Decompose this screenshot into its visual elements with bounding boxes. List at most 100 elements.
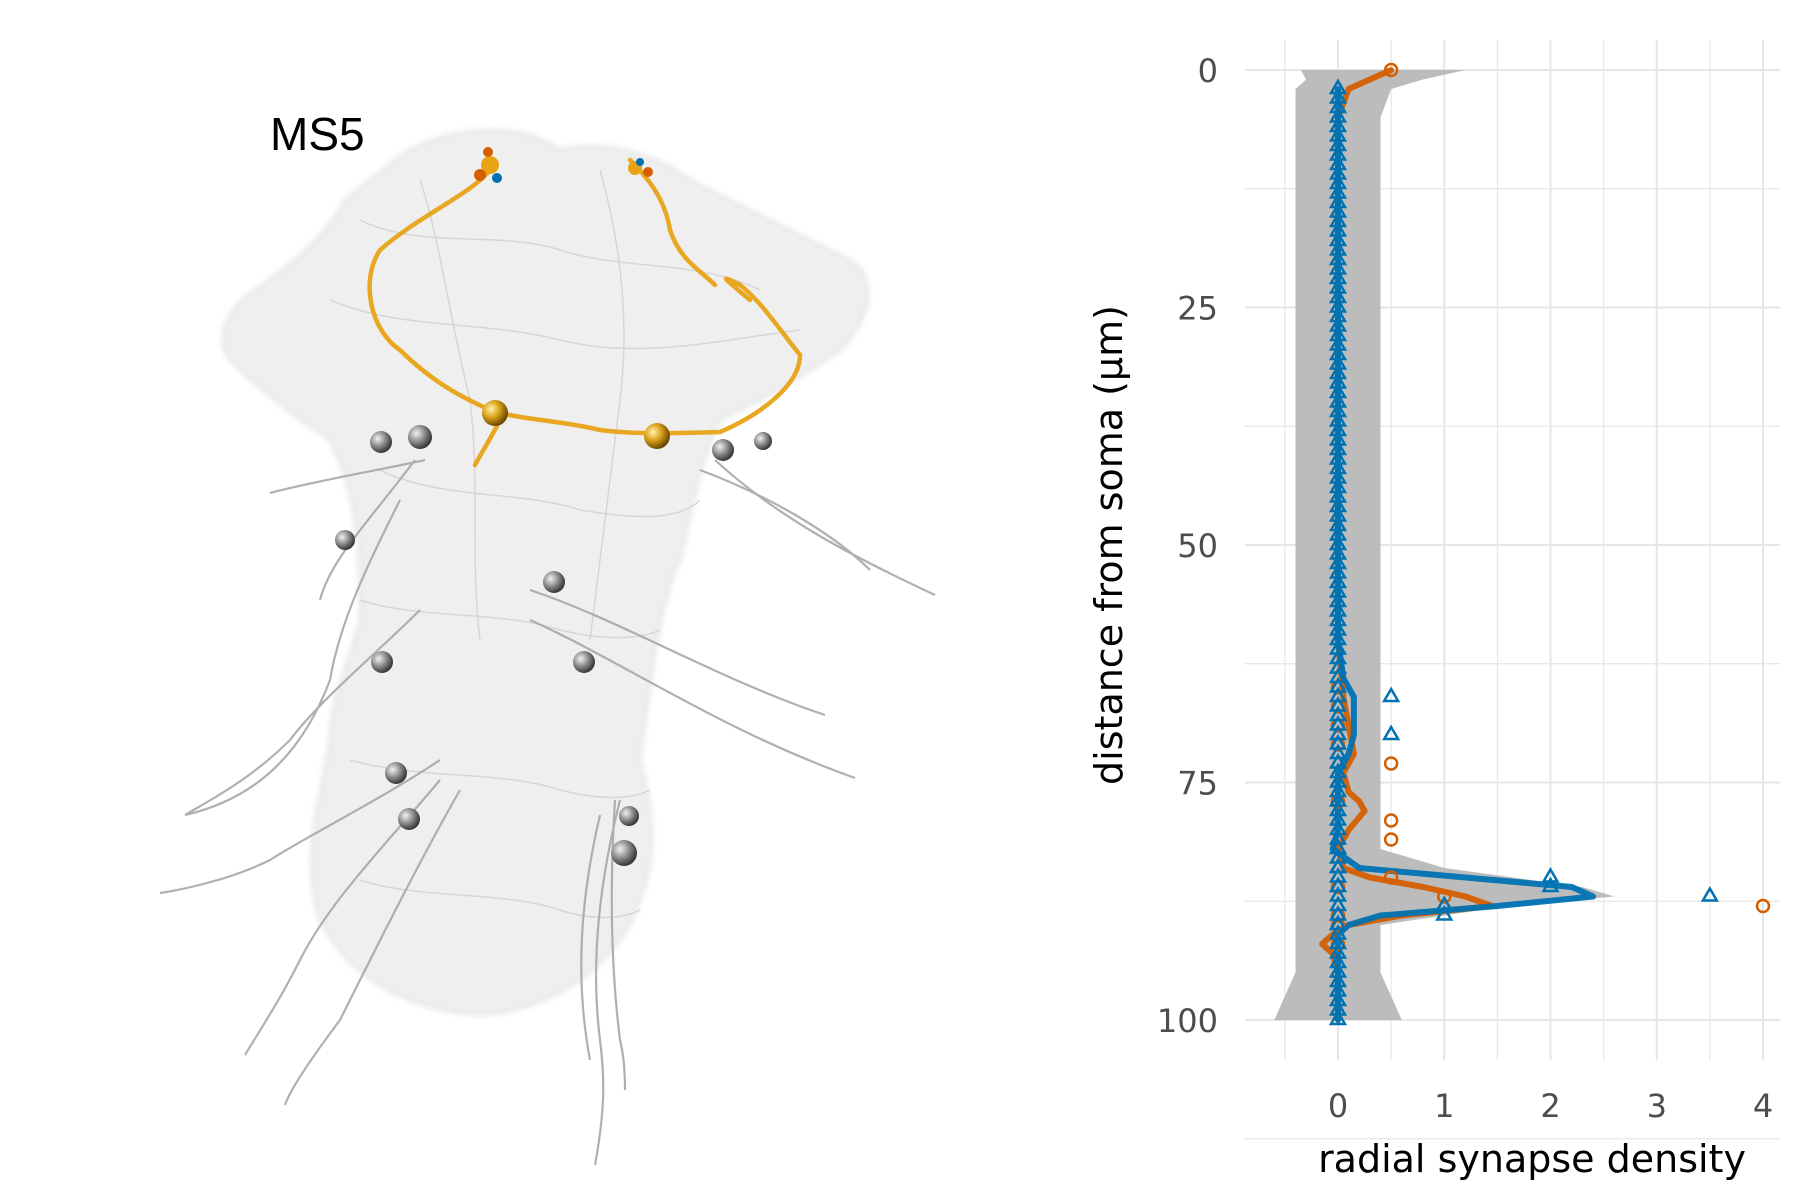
data-point-triangle bbox=[1381, 724, 1401, 741]
data-point-triangle bbox=[1328, 373, 1348, 389]
data-point-triangle bbox=[1328, 876, 1348, 893]
data-point-triangle bbox=[1328, 154, 1348, 171]
data-point-triangle bbox=[1328, 183, 1348, 199]
data-point-circle bbox=[1755, 898, 1771, 914]
data-point-triangle bbox=[1328, 990, 1348, 1007]
data-point-triangle bbox=[1328, 487, 1348, 503]
data-point-triangle bbox=[1328, 78, 1348, 95]
data-point-triangle bbox=[1328, 696, 1348, 712]
data-point-triangle bbox=[1328, 344, 1348, 361]
y-tick-label: 100 bbox=[1157, 1002, 1218, 1040]
data-point-triangle bbox=[1328, 962, 1348, 978]
data-point-triangle bbox=[1328, 107, 1348, 123]
data-point-triangle bbox=[1328, 515, 1348, 532]
neuron-tips bbox=[474, 147, 653, 183]
data-point-circle bbox=[1383, 756, 1399, 771]
data-point-triangle bbox=[1328, 221, 1348, 237]
data-point-triangle bbox=[1328, 116, 1348, 133]
data-point-triangle bbox=[1328, 525, 1348, 541]
data-point-circle bbox=[1383, 813, 1399, 828]
data-point-triangle bbox=[1541, 867, 1560, 883]
data-point-triangle bbox=[1328, 753, 1348, 769]
data-point-triangle bbox=[1328, 705, 1348, 722]
data-point-triangle bbox=[1328, 278, 1348, 294]
data-point-triangle bbox=[1328, 724, 1348, 741]
data-point-triangle bbox=[1328, 743, 1348, 760]
data-point-triangle bbox=[1328, 572, 1348, 589]
data-point-triangle bbox=[1328, 762, 1348, 779]
data-point-triangle bbox=[1328, 363, 1348, 380]
data-point-triangle bbox=[1328, 468, 1348, 484]
data-point-triangle bbox=[1328, 601, 1348, 617]
neuron-render: MS5 bbox=[159, 108, 936, 1166]
data-point-triangle bbox=[1328, 164, 1348, 180]
x-tick-label: 1 bbox=[1434, 1087, 1454, 1125]
data-point-triangle bbox=[1328, 715, 1348, 731]
x-axis-title: radial synapse density bbox=[1318, 1137, 1746, 1181]
data-point-circle bbox=[1437, 889, 1452, 904]
null-band-ribbon bbox=[1274, 70, 1615, 1020]
data-point-triangle bbox=[1328, 534, 1348, 551]
data-point-circle bbox=[1383, 62, 1399, 78]
data-point-triangle bbox=[1328, 553, 1348, 570]
data-point-triangle bbox=[1328, 316, 1348, 332]
data-point-triangle bbox=[1328, 582, 1348, 598]
data-point-triangle bbox=[1328, 325, 1348, 342]
data-point-triangle bbox=[1328, 268, 1348, 285]
data-point-triangle bbox=[1328, 829, 1348, 845]
data-point-triangle bbox=[1700, 886, 1719, 902]
data-point-triangle bbox=[1328, 477, 1348, 494]
data-point-triangle bbox=[1328, 88, 1348, 104]
data-point-triangle bbox=[1328, 677, 1348, 693]
data-point-triangle bbox=[1328, 686, 1348, 703]
data-point-triangle bbox=[1328, 458, 1348, 475]
data-point-triangle bbox=[1328, 145, 1348, 161]
data-point-triangle bbox=[1328, 259, 1348, 275]
data-point-triangle bbox=[1328, 1009, 1348, 1026]
data-point-triangle bbox=[1541, 876, 1560, 893]
soma-markers bbox=[335, 400, 772, 866]
data-point-triangle bbox=[1328, 772, 1348, 788]
data-point-circle bbox=[1383, 832, 1399, 847]
data-point-triangle bbox=[1328, 297, 1348, 313]
data-point-triangle bbox=[1328, 496, 1348, 513]
series-points bbox=[1328, 62, 1771, 1026]
data-point-triangle bbox=[1328, 506, 1348, 522]
soma-gold-2 bbox=[644, 423, 670, 449]
data-point-triangle bbox=[1328, 420, 1348, 437]
x-tick-label: 2 bbox=[1540, 1087, 1560, 1125]
data-point-triangle bbox=[1328, 943, 1348, 959]
data-point-triangle bbox=[1328, 563, 1348, 579]
data-point-triangle bbox=[1328, 591, 1348, 608]
data-point-triangle bbox=[1328, 667, 1348, 684]
data-point-triangle bbox=[1328, 230, 1348, 247]
data-point-triangle bbox=[1328, 639, 1348, 655]
data-point-triangle bbox=[1328, 952, 1348, 969]
data-point-triangle bbox=[1328, 648, 1348, 665]
data-point-triangle bbox=[1328, 981, 1348, 997]
data-point-triangle bbox=[1328, 895, 1348, 912]
data-point-triangle bbox=[1381, 686, 1401, 703]
data-point-triangle bbox=[1328, 192, 1348, 209]
data-point-triangle bbox=[1435, 895, 1454, 912]
data-point-triangle bbox=[1328, 914, 1348, 931]
data-point-triangle bbox=[1328, 240, 1348, 256]
data-point-triangle bbox=[1328, 857, 1348, 874]
data-point-triangle bbox=[1328, 249, 1348, 266]
data-point-triangle bbox=[1328, 335, 1348, 351]
data-point-triangle bbox=[1328, 382, 1348, 399]
y-tick-label: 50 bbox=[1177, 527, 1218, 565]
density-chart: 0 1 2 3 4 0 25 50 75 100 radial synapse density d… bbox=[1087, 40, 1780, 1181]
data-point-triangle bbox=[1328, 401, 1348, 418]
data-point-triangle bbox=[1328, 867, 1348, 883]
data-point-triangle bbox=[1328, 933, 1348, 950]
data-point-triangle bbox=[1328, 658, 1348, 674]
data-point-triangle bbox=[1328, 734, 1348, 750]
data-point-triangle bbox=[1328, 430, 1348, 446]
y-tick-label: 0 bbox=[1198, 52, 1218, 90]
data-point-triangle bbox=[1328, 211, 1348, 228]
data-point-triangle bbox=[1328, 449, 1348, 465]
data-point-triangle bbox=[1328, 791, 1348, 807]
data-point-triangle bbox=[1328, 610, 1348, 627]
